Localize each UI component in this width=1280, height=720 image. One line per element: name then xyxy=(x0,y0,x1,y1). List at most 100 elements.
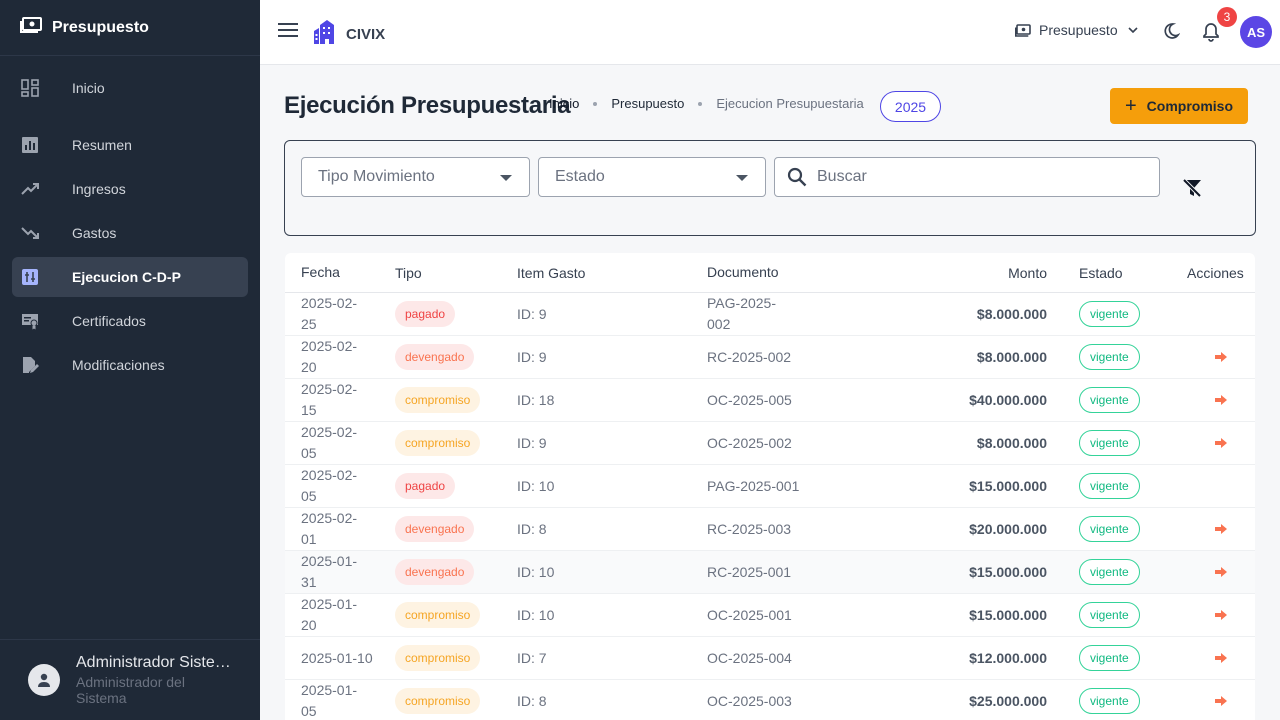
cell-documento: OC-2025-004 xyxy=(707,648,907,669)
arrow-right-icon[interactable] xyxy=(1215,521,1227,537)
money-icon xyxy=(1015,23,1031,37)
tipo-movimiento-select[interactable]: Tipo Movimiento xyxy=(301,157,530,197)
user-avatar-icon xyxy=(28,664,60,696)
sidebar-title: Presupuesto xyxy=(52,18,149,36)
sidebar-item-modificaciones[interactable]: Modificaciones xyxy=(12,345,248,385)
cell-tipo: pagado xyxy=(395,473,517,499)
cell-tipo: compromiso xyxy=(395,430,517,456)
documento-text: RC-2025-003 xyxy=(707,520,792,537)
sidebar-item-ingresos[interactable]: Ingresos xyxy=(12,169,248,209)
table-row[interactable]: 2025-01-05 compromiso ID: 8 OC-2025-003 $25.… xyxy=(285,680,1255,720)
documento-text: PAG-2025-002 xyxy=(707,295,776,332)
sidebar-item-resumen[interactable]: Resumen xyxy=(12,125,248,165)
menu-icon[interactable] xyxy=(278,22,298,42)
cell-item-gasto: ID: 18 xyxy=(517,392,555,408)
estado-select[interactable]: Estado xyxy=(538,157,766,197)
user-role: Administrador del Sistema xyxy=(76,674,185,706)
cell-documento: OC-2025-003 xyxy=(707,691,907,712)
cell-documento: RC-2025-001 xyxy=(707,562,907,583)
arrow-right-icon[interactable] xyxy=(1215,435,1227,451)
cell-fecha: 2025-02-20 xyxy=(285,336,395,378)
cell-item-gasto: ID: 9 xyxy=(517,306,547,322)
cell-monto: $40.000.000 xyxy=(969,392,1047,408)
cell-monto: $15.000.000 xyxy=(969,478,1047,494)
cell-estado: vigente xyxy=(1047,688,1187,714)
cell-item-gasto: ID: 10 xyxy=(517,607,555,623)
cell-item-gasto: ID: 9 xyxy=(517,435,547,451)
documento-text: RC-2025-002 xyxy=(707,348,792,365)
status-badge: vigente xyxy=(1079,559,1140,585)
table-row[interactable]: 2025-02-05 compromiso ID: 9 OC-2025-002 $8.0… xyxy=(285,422,1255,465)
table-row[interactable]: 2025-01-20 compromiso ID: 10 OC-2025-001 $15… xyxy=(285,594,1255,637)
trending-up-icon xyxy=(20,179,40,199)
sidebar-item-certificados[interactable]: Certificados xyxy=(12,301,248,341)
sidebar-item-gastos[interactable]: Gastos xyxy=(12,213,248,253)
page-title: Ejecución Presupuestaria xyxy=(284,92,571,119)
module-selector[interactable]: Presupuesto xyxy=(1015,22,1138,38)
documento-text: OC-2025-005 xyxy=(707,391,792,408)
notification-bell-icon[interactable] xyxy=(1202,22,1220,47)
fecha-text: 2025-01-05 xyxy=(301,682,358,719)
cell-documento: RC-2025-003 xyxy=(707,519,907,540)
table-row[interactable]: 2025-02-20 devengado ID: 9 RC-2025-002 $8.00… xyxy=(285,336,1255,379)
cell-tipo: compromiso xyxy=(395,645,517,671)
column-documento[interactable]: Documento xyxy=(707,264,779,280)
add-compromiso-button[interactable]: + Compromiso xyxy=(1110,88,1248,124)
arrow-right-icon[interactable] xyxy=(1215,650,1227,666)
column-monto[interactable]: Monto xyxy=(1008,264,1047,281)
table-row[interactable]: 2025-02-15 compromiso ID: 18 OC-2025-005 $40… xyxy=(285,379,1255,422)
dark-mode-icon[interactable] xyxy=(1162,22,1181,45)
sidebar-item-inicio[interactable]: Inicio xyxy=(12,68,248,108)
documento-text: OC-2025-002 xyxy=(707,434,792,451)
cell-monto: $15.000.000 xyxy=(969,607,1047,623)
add-compromiso-label: Compromiso xyxy=(1146,98,1234,114)
column-estado[interactable]: Estado xyxy=(1079,264,1123,281)
arrow-right-icon[interactable] xyxy=(1215,349,1227,365)
sidebar-user[interactable]: Administrador Sistema Administrador del … xyxy=(0,639,260,720)
year-selector[interactable]: 2025 xyxy=(880,91,941,122)
table-row[interactable]: 2025-01-10 compromiso ID: 7 OC-2025-004 $12.… xyxy=(285,637,1255,680)
cell-item-gasto: ID: 8 xyxy=(517,693,547,709)
tipo-badge: compromiso xyxy=(395,688,481,714)
status-badge: vigente xyxy=(1079,516,1140,542)
fecha-text: 2025-02-25 xyxy=(301,295,358,332)
status-badge: vigente xyxy=(1079,688,1140,714)
arrow-right-icon[interactable] xyxy=(1215,564,1227,580)
sidebar-item-label: Gastos xyxy=(72,225,117,241)
column-acciones: Acciones xyxy=(1187,264,1244,281)
tipo-badge: devengado xyxy=(395,559,475,585)
user-info: Administrador Sistema Administrador del … xyxy=(76,654,236,706)
column-fecha[interactable]: Fecha xyxy=(301,264,340,280)
column-item-gasto[interactable]: Item Gasto xyxy=(517,264,586,281)
column-tipo[interactable]: Tipo xyxy=(395,264,422,281)
cell-documento: RC-2025-002 xyxy=(707,347,907,368)
breadcrumb-inicio[interactable]: Inicio xyxy=(549,96,580,111)
cell-item-gasto: ID: 9 xyxy=(517,349,547,365)
sidebar-item-ejecucion[interactable]: Ejecucion C-D-P xyxy=(12,257,248,297)
user-avatar[interactable]: AS xyxy=(1240,16,1272,48)
arrow-right-icon[interactable] xyxy=(1215,392,1227,408)
table-row[interactable]: 2025-02-25 pagado ID: 9 PAG-2025-002 $8.000.… xyxy=(285,293,1255,336)
cell-fecha: 2025-01-31 xyxy=(285,551,395,593)
cell-item-gasto: ID: 10 xyxy=(517,564,555,580)
arrow-right-icon[interactable] xyxy=(1215,693,1227,709)
breadcrumb-current: Ejecucion Presupuestaria xyxy=(716,96,864,111)
table-row[interactable]: 2025-01-31 devengado ID: 10 RC-2025-001 $15.… xyxy=(285,551,1255,594)
cell-estado: vigente xyxy=(1047,430,1187,456)
brand-logo[interactable]: CIVIX xyxy=(312,19,385,50)
tipo-movimiento-placeholder: Tipo Movimiento xyxy=(318,168,435,185)
cell-estado: vigente xyxy=(1047,516,1187,542)
clear-filters-icon[interactable] xyxy=(1181,177,1203,204)
table-row[interactable]: 2025-02-01 devengado ID: 8 RC-2025-003 $20.0… xyxy=(285,508,1255,551)
arrow-right-icon[interactable] xyxy=(1215,607,1227,623)
search-input[interactable] xyxy=(817,168,1137,186)
cell-fecha: 2025-01-20 xyxy=(285,594,395,636)
search-field[interactable] xyxy=(774,157,1160,197)
table-row[interactable]: 2025-02-05 pagado ID: 10 PAG-2025-001 $15.00… xyxy=(285,465,1255,508)
cell-fecha: 2025-01-05 xyxy=(285,680,395,720)
documento-text: RC-2025-001 xyxy=(707,563,792,580)
breadcrumb-presupuesto[interactable]: Presupuesto xyxy=(611,96,685,111)
status-badge: vigente xyxy=(1079,473,1140,499)
cell-acciones xyxy=(1187,392,1255,408)
fecha-text: 2025-02-01 xyxy=(301,510,358,547)
